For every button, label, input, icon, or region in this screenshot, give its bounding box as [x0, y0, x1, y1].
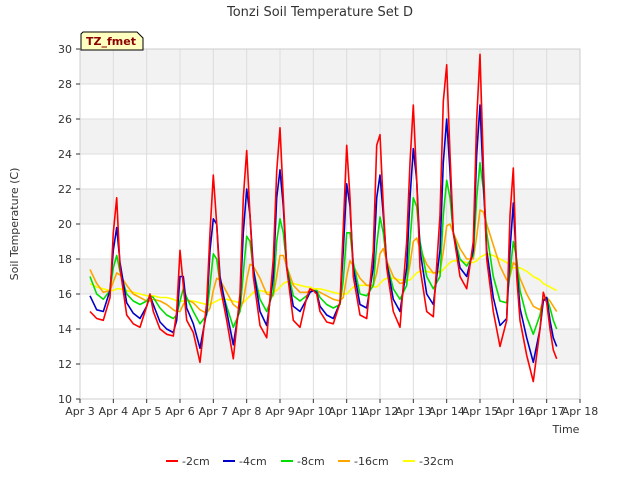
- plot-band: [80, 119, 580, 154]
- x-axis-label: Time: [552, 423, 580, 436]
- y-tick-label: 18: [58, 253, 72, 266]
- y-tick-label: 22: [58, 183, 72, 196]
- series-line-minus-2cm: [89, 53, 558, 383]
- y-tick-label: 30: [58, 43, 72, 56]
- plot-band: [80, 329, 580, 364]
- x-tick-label: Apr 4: [99, 405, 129, 418]
- x-tick-label: Apr 6: [165, 405, 195, 418]
- legend: -2cm -4cm -8cm -16cm -32cm: [166, 455, 454, 468]
- x-tick-label: Apr 8: [232, 405, 262, 418]
- y-tick-label: 28: [58, 78, 72, 91]
- x-tick-label: Apr 9: [265, 405, 295, 418]
- chart-title: Tonzi Soil Temperature Set D: [226, 5, 413, 20]
- y-tick-label: 12: [58, 358, 72, 371]
- y-tick-label: 14: [58, 323, 72, 336]
- x-axis-ticks: Apr 3 Apr 4 Apr 5 Apr 6 Apr 7 Apr 8 Apr 9 Apr 1…: [65, 399, 598, 418]
- legend-label: -4cm: [239, 455, 267, 468]
- x-tick-label: Apr 14: [428, 405, 465, 418]
- x-tick-label: Apr 16: [495, 405, 532, 418]
- legend-label: -32cm: [419, 455, 454, 468]
- x-tick-label: Apr 18: [562, 405, 599, 418]
- x-tick-label: Apr 10: [295, 405, 332, 418]
- legend-label: -16cm: [354, 455, 389, 468]
- x-tick-label: Apr 15: [462, 405, 499, 418]
- series-layer: [89, 53, 558, 383]
- y-tick-label: 20: [58, 218, 72, 231]
- plot-band: [80, 49, 580, 84]
- y-tick-label: 10: [58, 393, 72, 406]
- y-axis-label: Soil Temperature (C): [8, 168, 21, 281]
- plot-band: [80, 189, 580, 224]
- legend-label: -8cm: [297, 455, 325, 468]
- y-tick-label: 26: [58, 113, 72, 126]
- x-tick-label: Apr 13: [395, 405, 432, 418]
- x-tick-label: Apr 5: [132, 405, 162, 418]
- x-tick-label: Apr 11: [328, 405, 365, 418]
- y-axis-ticks: 10 12 14 16 18 20 22 24 26 28 30: [58, 43, 80, 406]
- plot-bands: [80, 49, 580, 364]
- legend-label: -2cm: [182, 455, 210, 468]
- badge-label: TZ_fmet: [86, 35, 136, 48]
- x-tick-label: Apr 7: [199, 405, 229, 418]
- x-tick-label: Apr 12: [362, 405, 399, 418]
- x-tick-label: Apr 17: [528, 405, 565, 418]
- badge-shape: [80, 31, 144, 51]
- y-tick-label: 24: [58, 148, 72, 161]
- x-tick-label: Apr 3: [65, 405, 95, 418]
- badge: TZ_fmet: [80, 31, 144, 51]
- y-tick-label: 16: [58, 288, 72, 301]
